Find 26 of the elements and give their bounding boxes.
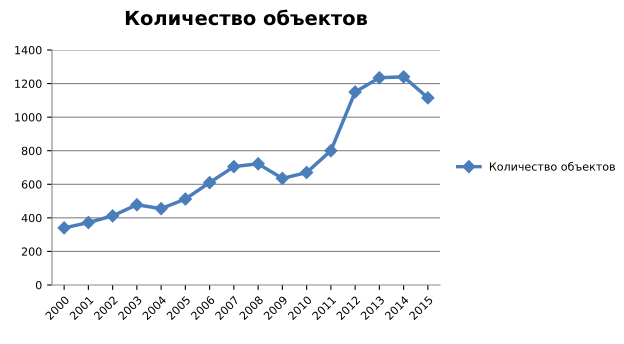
y-tick-label: 600 [22,180,42,189]
y-tick-label: 1200 [15,80,42,88]
point [154,202,168,216]
y-tick-label: 800 [22,146,42,156]
point [300,166,314,180]
point [203,176,216,190]
y-tick-label: 400 [22,214,42,222]
y-tick-label: 0 [36,280,42,290]
point [82,216,95,230]
point [324,144,338,158]
point [421,91,434,104]
y-tick-label: 200 [22,247,42,256]
point [252,157,265,170]
point [130,198,144,212]
point [348,85,362,99]
point [58,221,71,235]
chart-title: Количество объектов [126,10,368,26]
point [276,172,289,185]
point [397,70,410,84]
point [227,160,240,174]
y-tick-label: 1000 [15,113,42,122]
point [106,209,120,222]
point [178,192,192,206]
y-tick-label: 1400 [15,46,42,54]
legend-label: Количество объектов [490,162,615,171]
point [372,71,386,84]
